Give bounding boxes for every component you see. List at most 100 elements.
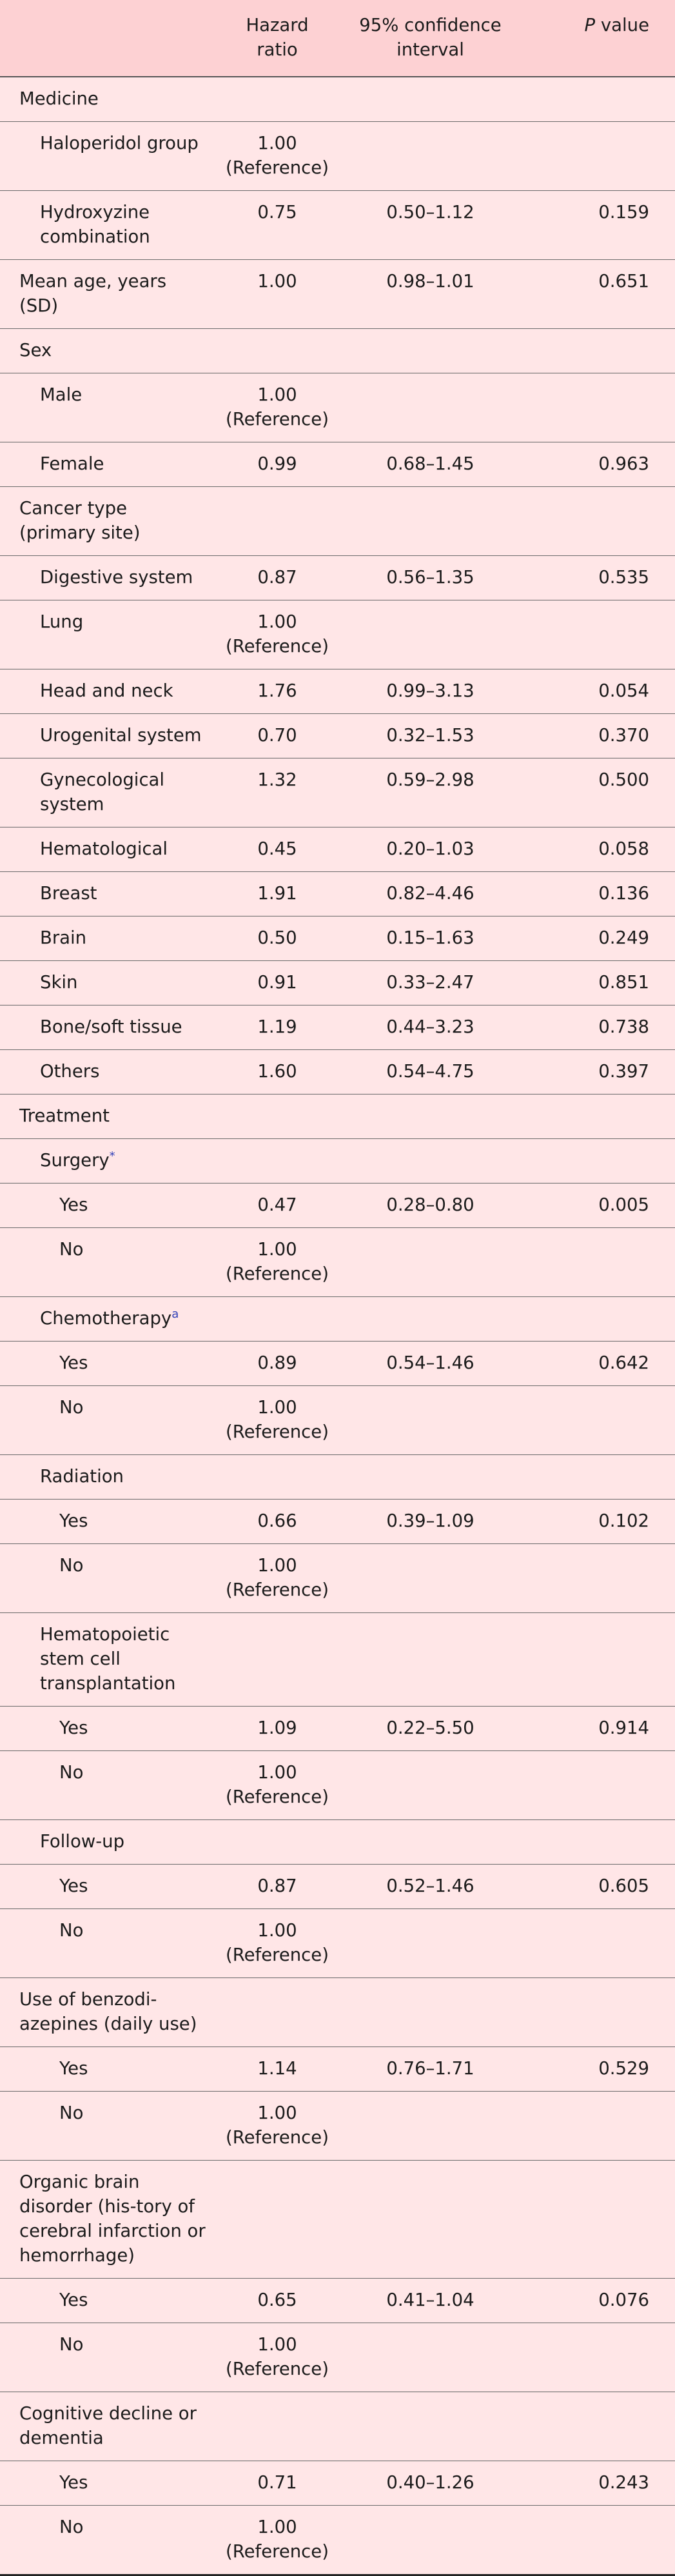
row-label: Sex <box>19 340 52 361</box>
hazard-ratio-cell <box>213 2161 342 2279</box>
confidence-interval-cell <box>342 2392 519 2461</box>
row-label: Digestive system <box>40 567 193 588</box>
row-label-cell: No <box>0 1228 213 1297</box>
hazard-ratio-cell: 1.91 <box>213 872 342 916</box>
p-value-cell <box>519 1455 675 1500</box>
reference-note: (Reference) <box>226 1580 329 1600</box>
confidence-interval-cell <box>342 1820 519 1865</box>
table-row: Brain 0.50 0.15–1.63 0.249 <box>0 916 675 961</box>
row-label: Male <box>40 384 83 405</box>
table-row: Digestive system 0.87 0.56–1.35 0.535 <box>0 556 675 600</box>
footnote-marker[interactable]: a <box>171 1307 179 1321</box>
p-value-cell: 0.058 <box>598 838 649 859</box>
row-label-cell: Hematological <box>0 827 213 872</box>
hazard-ratio-cell <box>213 329 342 373</box>
row-label: No <box>59 2334 84 2355</box>
confidence-interval-cell: 0.15–1.63 <box>386 927 474 948</box>
hazard-ratio-value: 0.47 <box>257 1194 297 1215</box>
hazard-ratio-value: 1.00 <box>257 271 297 292</box>
footnote-marker[interactable]: * <box>109 1149 115 1163</box>
table-row: Cancer type (primary site) <box>0 487 675 556</box>
confidence-interval-cell <box>342 1297 519 1342</box>
row-label: No <box>59 2103 84 2123</box>
header-hazard-ratio: Hazard ratio <box>213 0 342 77</box>
hazard-ratio-cell: 0.47 <box>213 1184 342 1228</box>
hazard-ratio-value: 1.00 <box>257 1762 297 1783</box>
confidence-interval-cell: 0.50–1.12 <box>386 202 474 223</box>
row-label: Brain <box>40 927 87 948</box>
confidence-interval-cell <box>342 1139 519 1184</box>
hazard-ratio-value: 1.14 <box>257 2058 297 2079</box>
table-body: Medicine Haloperidol group 1.00 (Reference)… <box>0 77 675 2575</box>
row-label: No <box>59 1239 84 1260</box>
p-value-cell: 0.851 <box>598 972 649 993</box>
p-value-cell <box>519 1978 675 2047</box>
row-label: Breast <box>40 883 97 904</box>
row-label-cell: Haloperidol group <box>0 122 213 191</box>
row-label-cell: Breast <box>0 872 213 916</box>
confidence-interval-cell: 0.44–3.23 <box>386 1016 474 1037</box>
hazard-ratio-value: 1.00 <box>257 133 297 154</box>
hazard-ratio-cell <box>213 1139 342 1184</box>
hazard-ratio-cell: 1.00 (Reference) <box>213 122 342 191</box>
row-label: Hematopoietic stem cell transplantation <box>40 1624 176 1694</box>
p-value-cell: 0.102 <box>598 1511 649 1531</box>
confidence-interval-cell <box>342 329 519 373</box>
row-label: Hematological <box>40 838 168 859</box>
row-label: Bone/soft tissue <box>40 1016 182 1037</box>
confidence-interval-cell: 0.59–2.98 <box>386 769 474 790</box>
row-label: Cancer type (primary site) <box>19 498 141 543</box>
confidence-interval-cell <box>342 1613 519 1707</box>
table-row: No 1.00 (Reference) <box>0 1909 675 1978</box>
row-label: Organic brain disorder (his-tory of cere… <box>19 2172 206 2266</box>
confidence-interval-cell <box>342 77 519 122</box>
row-label-cell: No <box>0 1544 213 1613</box>
hazard-ratio-value: 0.91 <box>257 972 297 993</box>
hazard-ratio-cell: 0.87 <box>213 1865 342 1909</box>
confidence-interval-cell: 0.54–1.46 <box>386 1352 474 1373</box>
confidence-interval-cell <box>342 1228 519 1297</box>
table-row: Lung 1.00 (Reference) <box>0 600 675 669</box>
row-label-cell: No <box>0 2323 213 2392</box>
row-label: No <box>59 1397 84 1418</box>
p-value-cell <box>519 2323 675 2392</box>
confidence-interval-cell: 0.41–1.04 <box>386 2290 474 2310</box>
hazard-ratio-cell: 0.50 <box>213 916 342 961</box>
table-row: Others 1.60 0.54–4.75 0.397 <box>0 1050 675 1095</box>
row-label: No <box>59 1762 84 1783</box>
hazard-ratio-value: 1.00 <box>257 2334 297 2355</box>
p-value-cell: 0.243 <box>598 2472 649 2493</box>
p-value-cell: 0.651 <box>598 271 649 292</box>
hazard-ratio-cell <box>213 1613 342 1707</box>
table-row: Use of benzodi-azepines (daily use) <box>0 1978 675 2047</box>
p-value-cell <box>519 329 675 373</box>
hazard-ratio-cell: 1.19 <box>213 1006 342 1050</box>
confidence-interval-cell: 0.98–1.01 <box>386 271 474 292</box>
confidence-interval-cell <box>342 1095 519 1139</box>
hazard-ratio-cell: 1.00 (Reference) <box>213 1751 342 1820</box>
header-label <box>0 0 213 77</box>
hazard-ratio-cell: 1.14 <box>213 2047 342 2092</box>
row-label-cell: Yes <box>0 1500 213 1544</box>
p-value-cell <box>519 1228 675 1297</box>
hazard-ratio-cell <box>213 2392 342 2461</box>
p-value-cell <box>519 122 675 191</box>
row-label-cell: Yes <box>0 1865 213 1909</box>
row-label-cell: Bone/soft tissue <box>0 1006 213 1050</box>
hazard-ratio-value: 1.60 <box>257 1061 297 1082</box>
table-row: Surgery* <box>0 1139 675 1184</box>
row-label: Chemotherapy <box>40 1308 172 1329</box>
p-value-cell <box>519 2506 675 2575</box>
row-label: Lung <box>40 611 84 632</box>
confidence-interval-cell: 0.32–1.53 <box>386 725 474 746</box>
hazard-ratio-cell: 1.00 <box>213 260 342 329</box>
hazard-ratio-value: 0.71 <box>257 2472 297 2493</box>
header-ci-line1: 95% confidence <box>359 15 502 35</box>
reference-note: (Reference) <box>226 2127 329 2148</box>
row-label-cell: No <box>0 1909 213 1978</box>
table-header: Hazard ratio 95% confidence interval P v… <box>0 0 675 77</box>
hazard-ratio-cell: 1.00 (Reference) <box>213 2323 342 2392</box>
hazard-ratio-cell: 0.87 <box>213 556 342 600</box>
confidence-interval-cell <box>342 600 519 669</box>
p-value-cell <box>519 77 675 122</box>
